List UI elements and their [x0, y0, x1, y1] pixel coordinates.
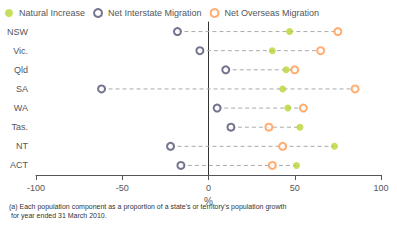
svg-text:50: 50: [290, 183, 300, 193]
svg-text:SA: SA: [16, 84, 28, 94]
svg-text:100: 100: [373, 183, 388, 193]
svg-text:Tas.: Tas.: [11, 122, 28, 132]
svg-text:Net Overseas Migration: Net Overseas Migration: [225, 8, 320, 18]
svg-text:Net Interstate Migration: Net Interstate Migration: [108, 8, 202, 18]
svg-text:for year ended 31 March 2010.: for year ended 31 March 2010.: [9, 212, 107, 220]
svg-text:0: 0: [206, 183, 211, 193]
svg-text:(a) Each population component: (a) Each population component as a propo…: [9, 203, 286, 211]
svg-text:WA: WA: [14, 103, 28, 113]
svg-text:-50: -50: [116, 183, 129, 193]
svg-text:NSW: NSW: [7, 27, 29, 37]
svg-text:Qld: Qld: [14, 65, 28, 75]
svg-text:Natural Increase: Natural Increase: [19, 8, 85, 18]
svg-text:-100: -100: [27, 183, 45, 193]
svg-text:Vic.: Vic.: [13, 46, 28, 56]
svg-text:ACT: ACT: [10, 160, 29, 170]
svg-text:NT: NT: [16, 141, 28, 151]
